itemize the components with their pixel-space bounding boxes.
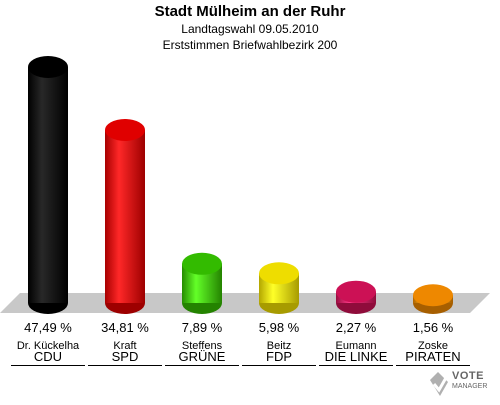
- party-label: DIE LINKE: [324, 349, 388, 364]
- bar-piraten: [413, 284, 453, 314]
- bar-grüne: [182, 252, 222, 314]
- bar-fdp: [259, 262, 299, 314]
- candidate-label: Dr. Kückelha: [16, 340, 80, 352]
- vote-manager-logo: VOTE MANAGER: [428, 366, 500, 400]
- candidate-label: Beitz: [266, 340, 292, 352]
- party-underline: [165, 365, 239, 366]
- chart-subtitle-district: Erststimmen Briefwahlbezirk 200: [162, 38, 338, 52]
- bar-die-linke: [336, 280, 376, 314]
- value-label: 7,89 %: [181, 320, 223, 335]
- party-underline: [319, 365, 393, 366]
- party-label: CDU: [33, 349, 63, 364]
- value-label: 5,98 %: [258, 320, 300, 335]
- value-label: 2,27 %: [335, 320, 377, 335]
- party-label: FDP: [266, 349, 292, 364]
- party-underline: [11, 365, 85, 366]
- party-underline: [242, 365, 316, 366]
- chart-title: Stadt Mülheim an der Ruhr: [154, 3, 346, 20]
- party-underline: [396, 365, 470, 366]
- candidate-label: Steffens: [181, 340, 223, 352]
- candidate-label: Eumann: [335, 340, 377, 352]
- chart-subtitle-election: Landtagswahl 09.05.2010: [181, 22, 319, 36]
- value-label: 34,81 %: [101, 320, 149, 335]
- vote-check-icon: [430, 372, 449, 396]
- party-underline: [88, 365, 162, 366]
- bar-spd: [105, 119, 145, 314]
- candidate-label: Kraft: [113, 340, 137, 352]
- logo-text-manager: MANAGER: [452, 383, 488, 390]
- value-label: 47,49 %: [24, 320, 72, 335]
- party-label: GRÜNE: [178, 349, 226, 364]
- value-label: 1,56 %: [412, 320, 454, 335]
- bar-cdu: [28, 56, 68, 314]
- party-label: PIRATEN: [405, 349, 461, 364]
- candidate-label: Zoske: [418, 340, 448, 352]
- party-label: SPD: [111, 349, 139, 364]
- logo-text-vote: VOTE: [452, 370, 484, 382]
